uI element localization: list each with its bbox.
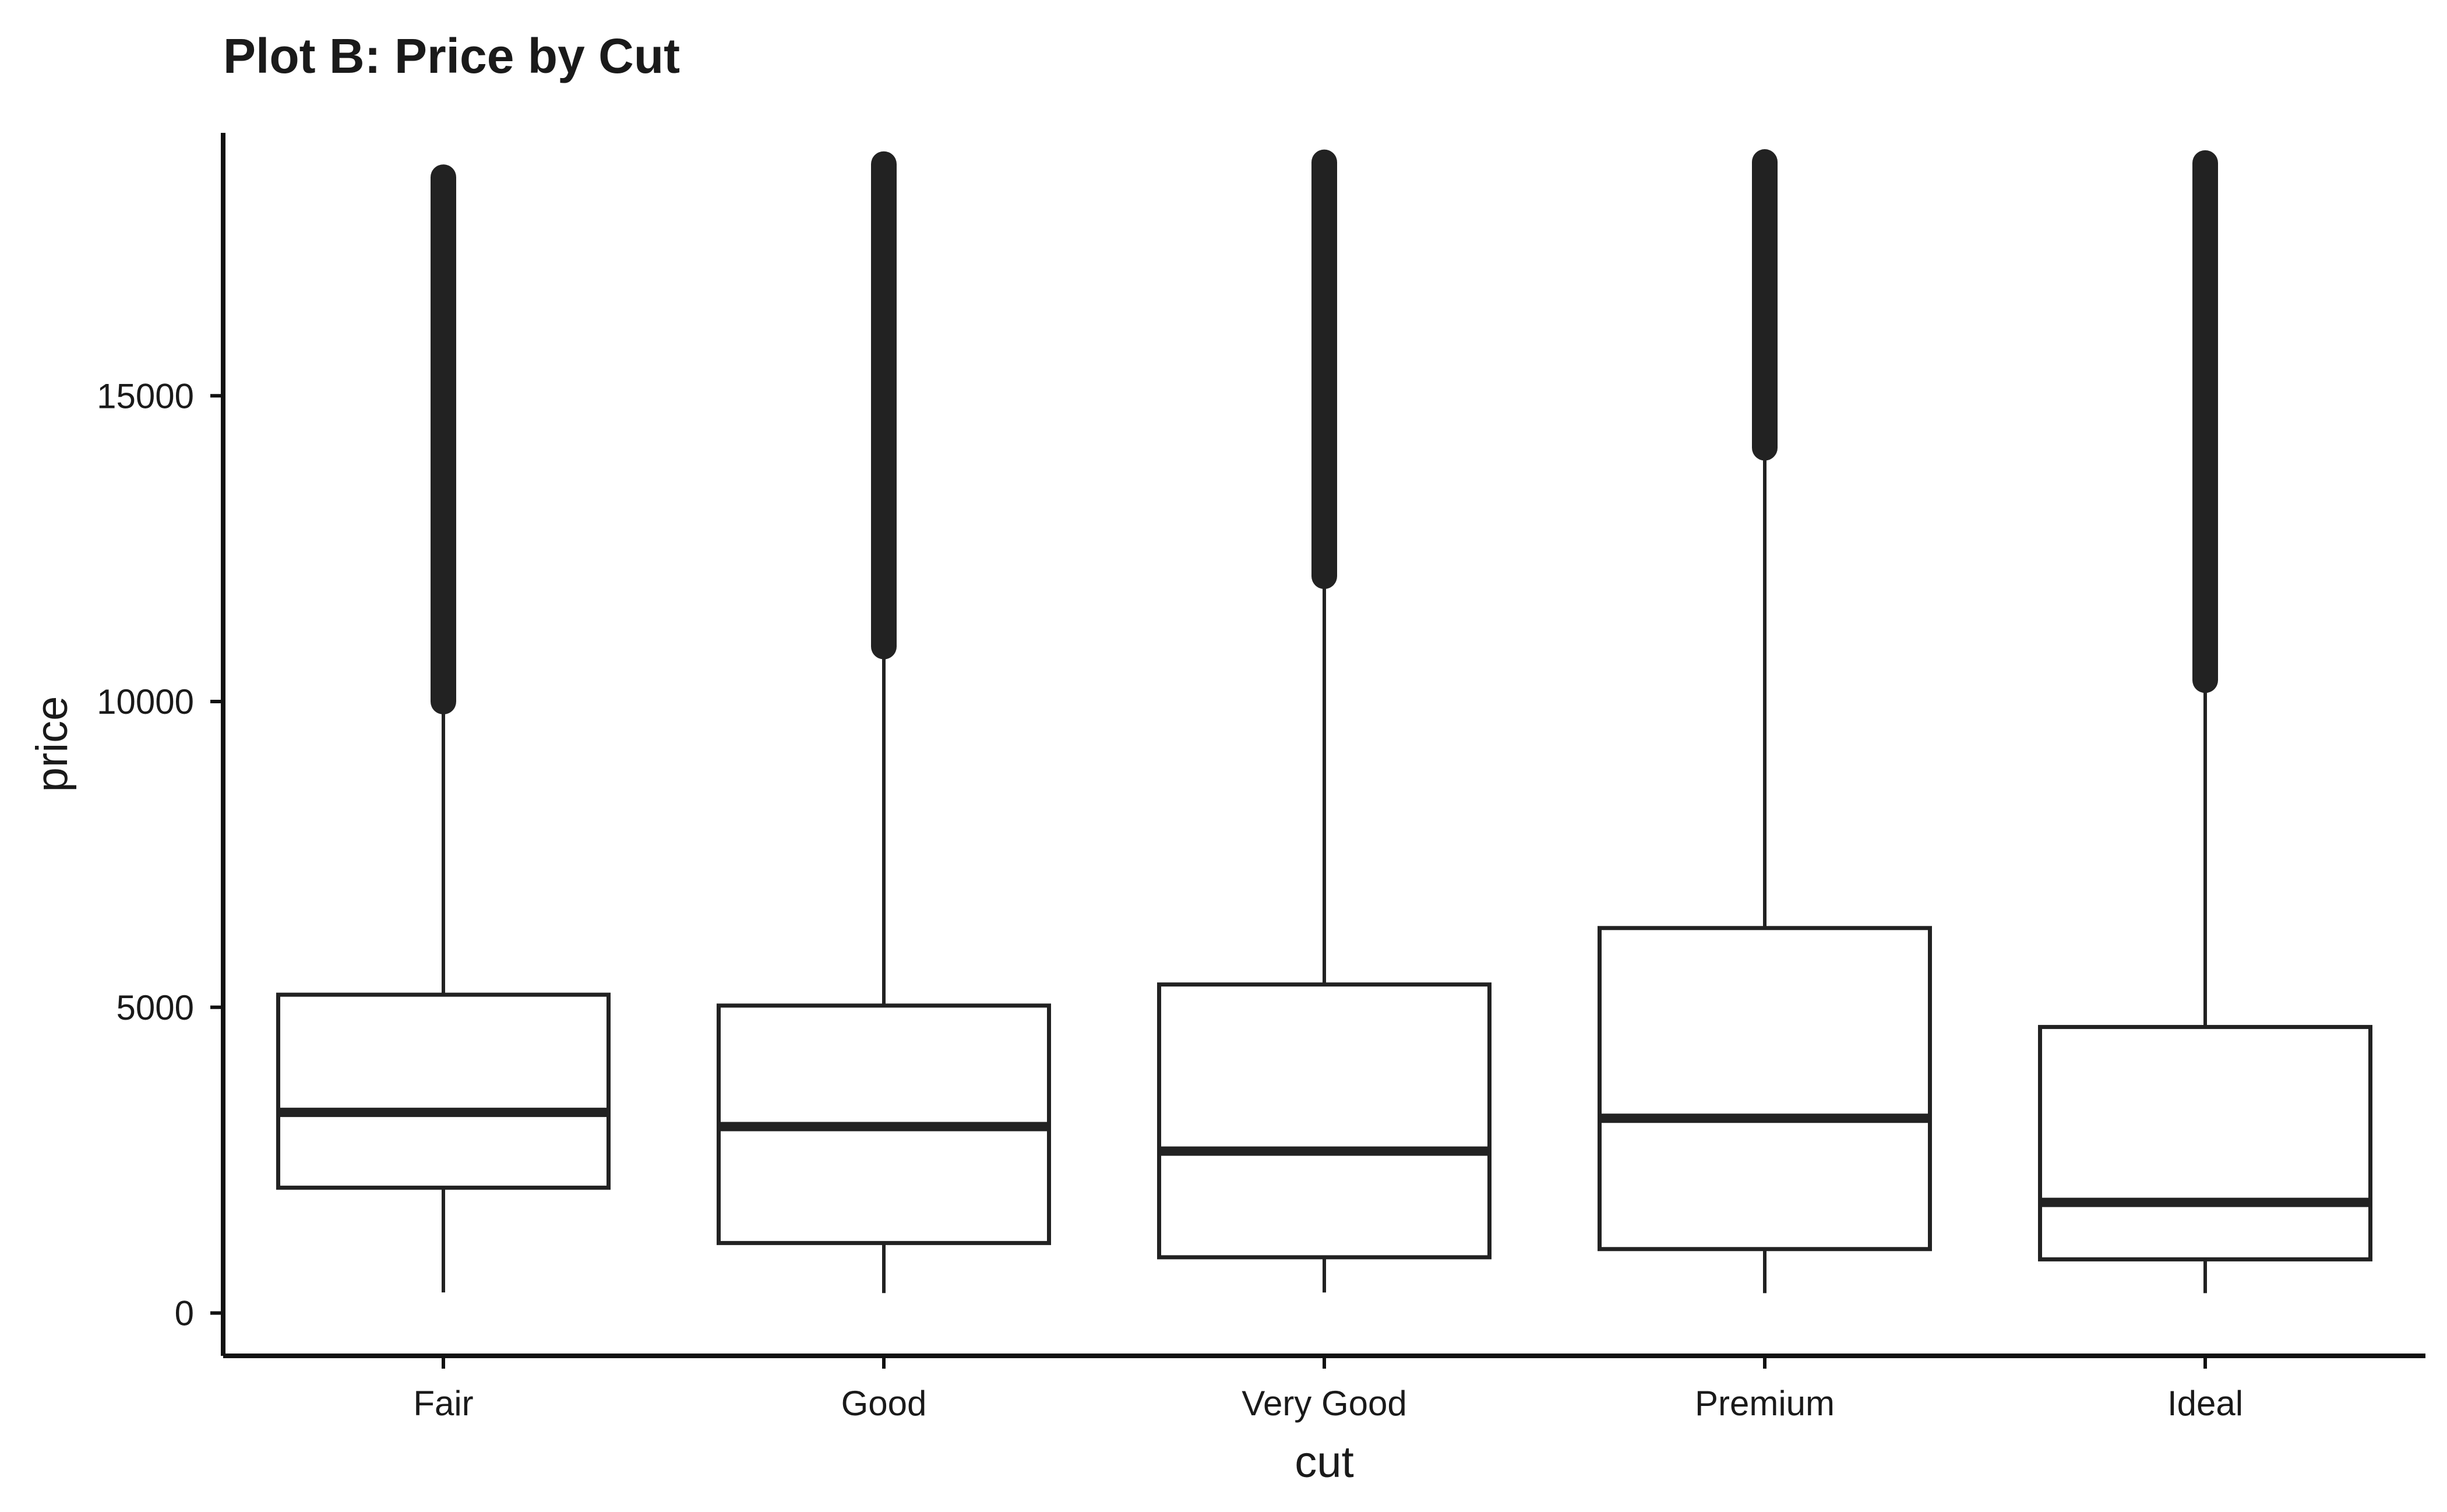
box-iqr xyxy=(1157,982,1492,1260)
box-fair xyxy=(276,164,611,1293)
x-tick-label: Good xyxy=(841,1384,927,1423)
box-very-good xyxy=(1157,149,1492,1293)
x-tick-label: Ideal xyxy=(2167,1384,2243,1423)
y-tick-label: 15000 xyxy=(97,376,194,415)
box-good xyxy=(717,151,1051,1294)
box-iqr xyxy=(1598,926,1932,1252)
x-axis-title: cut xyxy=(1295,1437,1353,1487)
y-tick-label: 10000 xyxy=(97,682,194,721)
y-axis-ticks: 0 5000 10000 15000 xyxy=(97,376,223,1333)
y-axis-title: price xyxy=(27,696,77,792)
box-iqr xyxy=(276,992,611,1190)
x-tick-label: Premium xyxy=(1695,1384,1835,1423)
plot-area xyxy=(276,149,2372,1294)
box-iqr xyxy=(2038,1025,2372,1261)
box-ideal xyxy=(2038,150,2372,1294)
x-tick-label: Very Good xyxy=(1242,1384,1407,1423)
box-premium xyxy=(1598,149,1932,1294)
y-tick-label: 5000 xyxy=(117,988,194,1027)
chart-title: Plot B: Price by Cut xyxy=(223,29,680,83)
x-axis-ticks: Fair Good Very Good Premium Ideal xyxy=(413,1356,2243,1423)
y-tick-label: 0 xyxy=(175,1294,194,1333)
x-tick-label: Fair xyxy=(413,1384,473,1423)
